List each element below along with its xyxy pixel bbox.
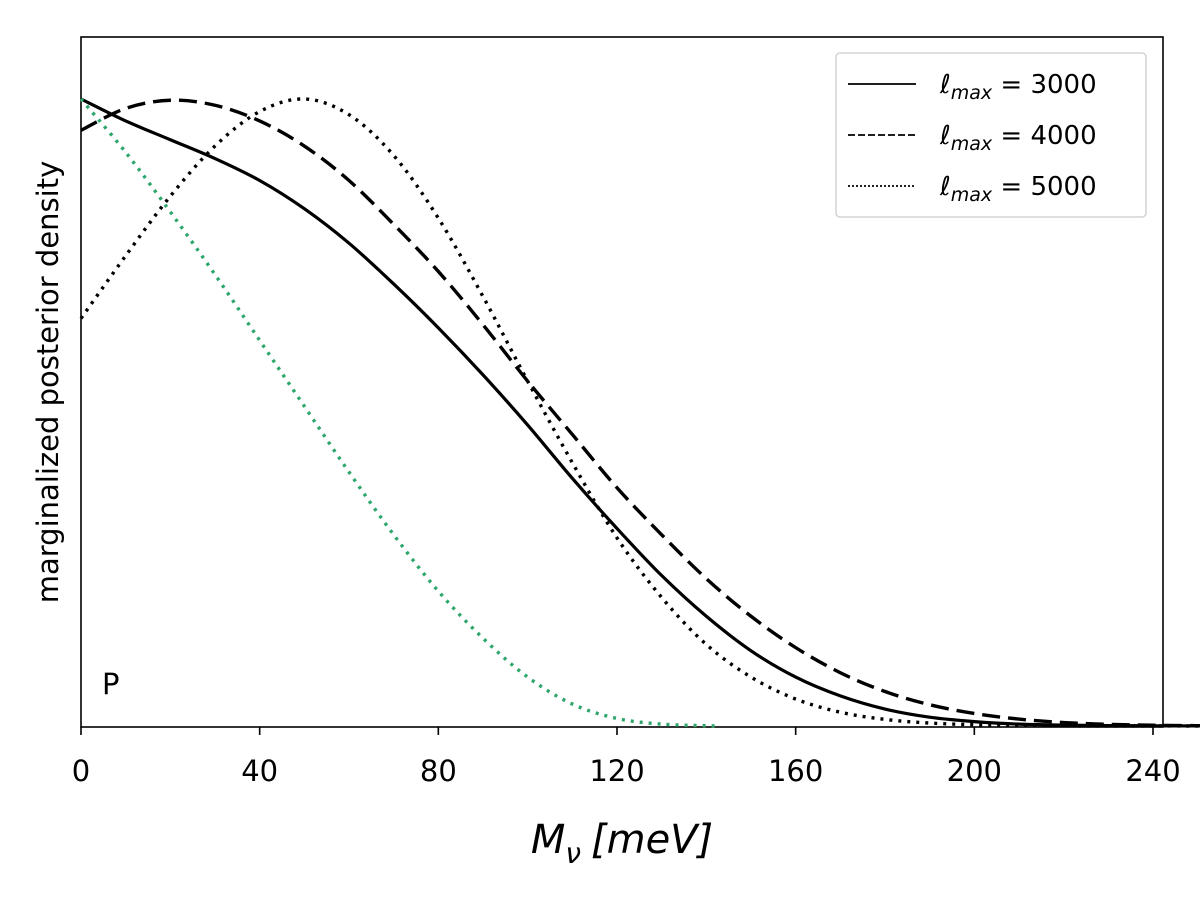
series-line-4000: [80, 98, 1200, 728]
x-tick-label: 0: [72, 754, 90, 788]
series-line-green-dotted: [79, 97, 720, 728]
panel-label: P: [102, 667, 120, 701]
x-tick-label: 240: [1125, 754, 1180, 788]
x-axis-label-sub: ν: [565, 837, 581, 870]
x-tick-label: 120: [589, 754, 644, 788]
x-axis-label-main: M: [531, 817, 566, 863]
x-axis-ticks: 0 40 80 120 160 200 240: [72, 727, 1181, 788]
plot-area-frame: [80, 36, 1164, 728]
legend-entries: ℓmax = 3000 ℓmax = 4000 ℓmax = 5000: [848, 70, 1097, 206]
legend-box: [835, 52, 1147, 218]
x-axis-label-unit: [meV]: [591, 817, 713, 863]
x-tick-label: 200: [947, 754, 1002, 788]
series-layer: [79, 97, 1200, 728]
x-tick-label: 40: [241, 754, 278, 788]
y-axis-label: marginalized posterior density: [31, 161, 65, 604]
legend-label: ℓmax = 5000: [939, 172, 1097, 206]
legend-label: ℓmax = 3000: [939, 70, 1097, 104]
x-axis-label: Mν [meV]: [531, 817, 713, 870]
x-tick-label: 160: [768, 754, 823, 788]
series-line-3000: [80, 97, 1200, 728]
x-tick-label: 80: [420, 754, 457, 788]
legend-label: ℓmax = 4000: [939, 121, 1097, 155]
legend: ℓmax = 3000 ℓmax = 4000 ℓmax = 5000: [835, 52, 1147, 218]
